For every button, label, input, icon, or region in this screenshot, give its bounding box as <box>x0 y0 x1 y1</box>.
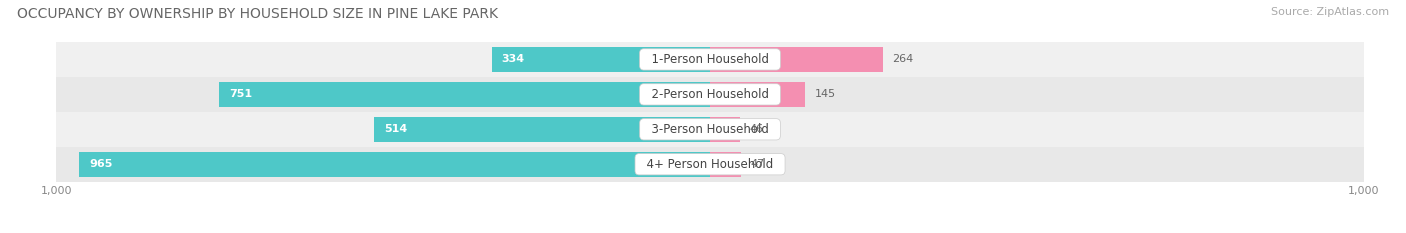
Bar <box>56 112 1364 147</box>
Bar <box>219 82 710 107</box>
Bar <box>56 77 1364 112</box>
Bar <box>56 147 1364 182</box>
Bar <box>374 117 710 142</box>
Bar <box>492 47 710 72</box>
Text: 334: 334 <box>502 55 524 64</box>
Bar <box>79 152 710 177</box>
Text: 4+ Person Household: 4+ Person Household <box>640 158 780 171</box>
Text: OCCUPANCY BY OWNERSHIP BY HOUSEHOLD SIZE IN PINE LAKE PARK: OCCUPANCY BY OWNERSHIP BY HOUSEHOLD SIZE… <box>17 7 498 21</box>
Text: 965: 965 <box>89 159 112 169</box>
Text: 751: 751 <box>229 89 252 99</box>
Text: 514: 514 <box>384 124 408 134</box>
Text: 1-Person Household: 1-Person Household <box>644 53 776 66</box>
Bar <box>56 42 1364 77</box>
Text: Source: ZipAtlas.com: Source: ZipAtlas.com <box>1271 7 1389 17</box>
Text: 46: 46 <box>749 124 763 134</box>
Text: 47: 47 <box>751 159 765 169</box>
Text: 264: 264 <box>893 55 914 64</box>
Text: 145: 145 <box>814 89 835 99</box>
Bar <box>710 47 883 72</box>
Text: 3-Person Household: 3-Person Household <box>644 123 776 136</box>
Text: 2-Person Household: 2-Person Household <box>644 88 776 101</box>
Bar <box>710 117 740 142</box>
Bar <box>710 152 741 177</box>
Bar <box>710 82 804 107</box>
